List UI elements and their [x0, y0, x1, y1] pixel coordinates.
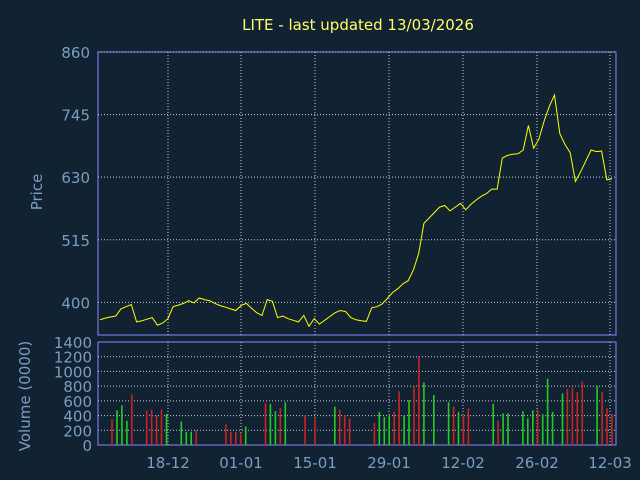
volume-tick-label: 200 [63, 422, 92, 440]
x-tick-label: 12-02 [441, 454, 485, 472]
volume-bar [116, 410, 118, 445]
volume-bar [195, 430, 197, 445]
volume-bar [279, 408, 282, 445]
price-series-line [99, 93, 613, 328]
volume-bar [388, 415, 390, 445]
x-tick-label: 18-12 [146, 454, 190, 472]
volume-bar [304, 415, 306, 445]
volume-bar [452, 406, 455, 445]
volume-bar [121, 405, 123, 445]
volume-bar [264, 403, 267, 445]
volume-bar [111, 419, 113, 446]
volume-bar [126, 420, 128, 445]
volume-tick-label: 1400 [54, 334, 92, 352]
volume-bar [467, 408, 470, 445]
volume-axis-label: Volume (0000) [16, 341, 34, 451]
volume-bar [398, 391, 400, 445]
volume-bar [230, 431, 232, 445]
volume-tick-label: 400 [63, 408, 92, 426]
volume-bar [408, 400, 410, 445]
volume-bar [190, 431, 192, 445]
price-tick-label: 515 [61, 232, 90, 250]
volume-bar [433, 395, 435, 445]
volume-bar [185, 431, 188, 445]
volume-bar [131, 394, 133, 445]
volume-bar [581, 381, 584, 445]
x-tick-label: 12-03 [588, 454, 632, 472]
volume-bar [536, 409, 539, 445]
volume-tick-label: 0 [82, 437, 92, 455]
volume-bar [225, 424, 227, 445]
volume-bar [497, 420, 499, 445]
volume-bar [522, 411, 524, 445]
chart-title: LITE - last updated 13/03/2026 [242, 16, 474, 34]
price-tick-label: 860 [61, 44, 90, 62]
volume-bar [334, 406, 336, 445]
volume-bar [378, 411, 381, 445]
volume-bar [601, 392, 603, 445]
volume-bar [502, 413, 504, 445]
volume-bar [160, 409, 163, 445]
volume-bar [576, 392, 579, 445]
volume-bar [244, 426, 247, 445]
volume-bar [145, 410, 148, 445]
price-tick-label: 630 [61, 169, 90, 187]
volume-bar [541, 414, 544, 445]
x-tick-label: 29-01 [367, 454, 411, 472]
volume-bar [239, 433, 242, 445]
x-tick-label: 01-01 [219, 454, 263, 472]
volume-tick-label: 1200 [54, 349, 92, 367]
volume-bar [551, 411, 554, 445]
volume-tick-label: 800 [63, 378, 92, 396]
volume-bar [413, 386, 415, 445]
volume-bar [462, 415, 465, 445]
volume-bar [373, 422, 376, 445]
volume-bar [165, 414, 168, 445]
volume-bar [507, 413, 509, 445]
volume-bar [457, 411, 460, 445]
volume-bar [571, 387, 574, 445]
volume-bar [418, 356, 420, 445]
volume-bar [596, 386, 598, 445]
volume-bar [423, 382, 425, 445]
volume-bar [492, 403, 494, 445]
volume-bar [532, 410, 534, 445]
x-tick-label: 15-01 [293, 454, 337, 472]
volume-bar [314, 418, 316, 445]
volume-bar [284, 402, 287, 445]
x-axis-tick-labels: 18-12 01-01 15-01 29-01 12-02 26-02 12-03 [146, 454, 632, 472]
price-plot-frame [97, 51, 617, 336]
volume-bar [348, 418, 351, 445]
volume-bar [566, 389, 569, 445]
volume-tick-label: 1000 [54, 363, 92, 381]
volume-bar [546, 378, 549, 445]
volume-bar [180, 421, 183, 445]
volume-bar [606, 408, 608, 445]
volume-bar [155, 415, 158, 445]
price-axis-label: Price [28, 174, 46, 211]
volume-bar [274, 411, 277, 445]
volume-plot-frame [97, 341, 617, 446]
volume-bar [611, 414, 613, 445]
volume-bar [561, 393, 564, 445]
price-panel: 400 515 630 745 860 [61, 44, 617, 336]
volume-bar [150, 409, 153, 445]
price-tick-label: 745 [61, 107, 90, 125]
volume-bar [527, 418, 529, 445]
volume-bar [393, 411, 395, 445]
volume-bar [343, 415, 346, 445]
volume-bar [447, 402, 450, 445]
volume-bar [269, 403, 272, 445]
volume-bar [338, 409, 341, 445]
volume-bar [383, 417, 386, 445]
volume-bar [403, 415, 405, 445]
price-tick-label: 400 [61, 294, 90, 312]
volume-bar [235, 431, 237, 445]
x-tick-label: 26-02 [515, 454, 559, 472]
volume-tick-label: 600 [63, 393, 92, 411]
